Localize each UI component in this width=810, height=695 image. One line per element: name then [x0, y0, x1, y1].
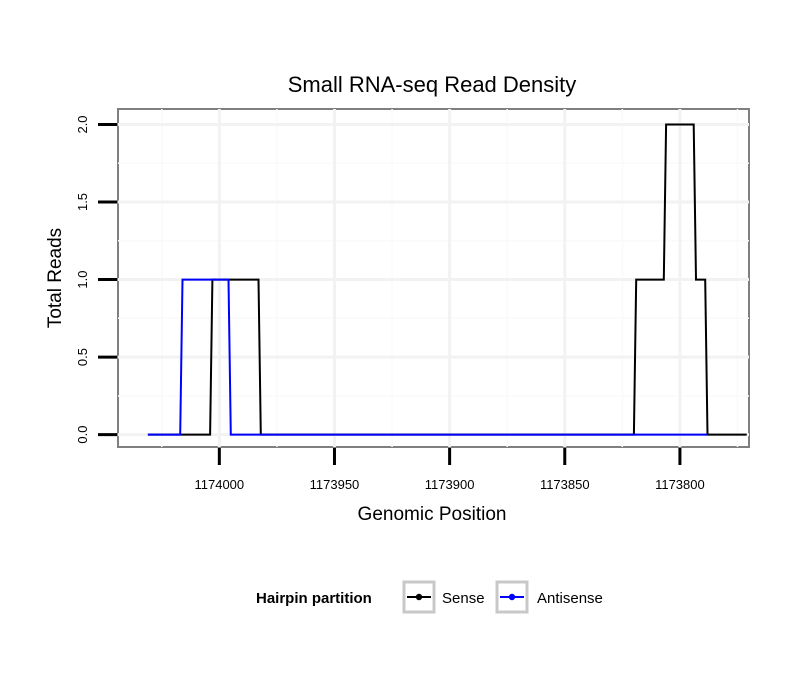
legend-dot-sense	[415, 593, 423, 601]
x-axis-title: Genomic Position	[358, 504, 507, 525]
chart-title: Small RNA-seq Read Density	[288, 72, 577, 97]
x-tick-label: 1174000	[195, 477, 245, 492]
minor-gridlines	[118, 109, 749, 447]
y-tick-label: 0.5	[75, 348, 90, 366]
y-axis-title: Total Reads	[45, 228, 66, 328]
legend-label-antisense: Antisense	[537, 590, 603, 607]
x-tick-label: 1173800	[655, 477, 705, 492]
legend-title: Hairpin partition	[256, 590, 372, 607]
y-tick-label: 1.0	[75, 271, 90, 289]
y-tick-label: 2.0	[75, 115, 90, 133]
legend-dot-antisense	[508, 593, 516, 601]
x-tick-label: 1173900	[425, 477, 475, 492]
legend-label-sense: Sense	[442, 590, 485, 607]
series-lines	[147, 123, 747, 436]
x-tick-label: 1173950	[310, 477, 360, 492]
legend-entry-sense: Sense	[402, 580, 485, 614]
plot-panel	[117, 108, 750, 448]
y-tick-label: 0.0	[75, 426, 90, 444]
y-axis: 0.0 0.5 1.0 1.5 2.0	[75, 115, 117, 444]
series-line-antisense	[147, 278, 708, 436]
x-axis: 1174000 1173950 1173900 1173850 1173800	[195, 448, 705, 492]
legend: Hairpin partition Sense Antisense	[256, 580, 603, 614]
y-tick-label: 1.5	[75, 193, 90, 211]
x-tick-label: 1173850	[540, 477, 590, 492]
legend-entry-antisense: Antisense	[495, 580, 603, 614]
